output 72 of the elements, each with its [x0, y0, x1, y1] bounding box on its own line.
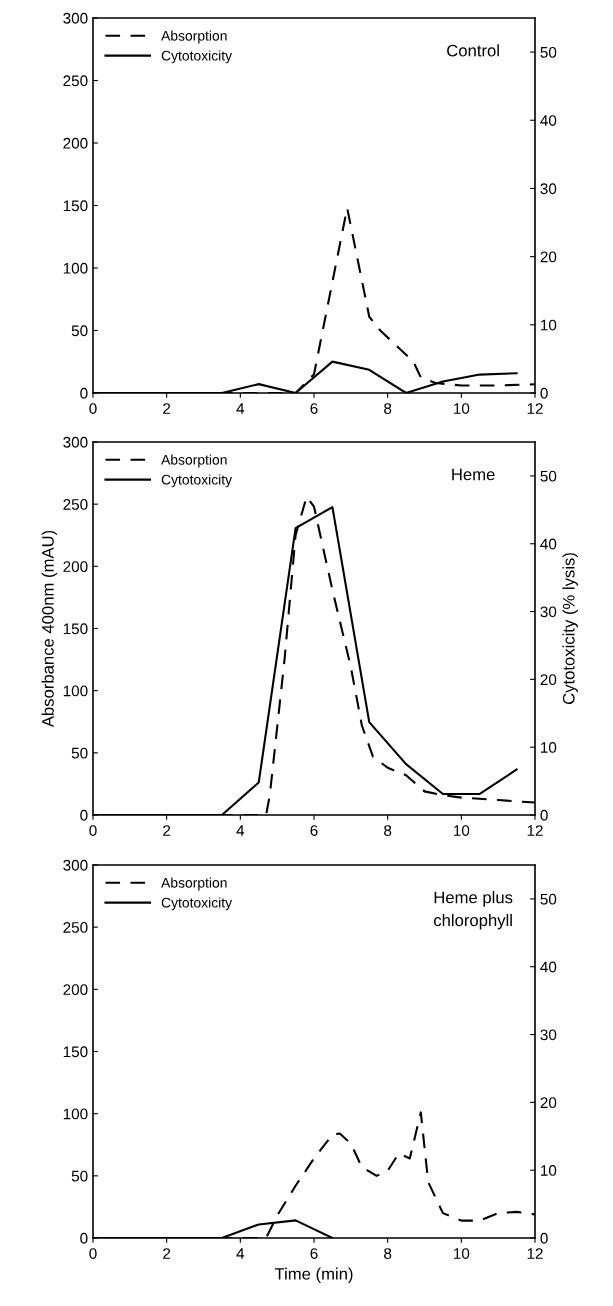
y2-tick-label: 50 [540, 470, 557, 482]
x-tick-label: 6 [310, 1248, 318, 1259]
y2-tick-label: 50 [540, 46, 557, 58]
x-tick-label: 8 [384, 403, 392, 414]
y2-tick-label: 30 [540, 606, 557, 618]
y2-tick-label: 40 [540, 961, 557, 973]
y2-tick-label: 50 [540, 893, 557, 905]
y-tick-label: 250 [63, 922, 88, 933]
x-tick-label: 12 [527, 825, 543, 836]
x-tick-label: 4 [236, 403, 245, 414]
x-tick-label: 2 [163, 1248, 171, 1259]
y-tick-label: 0 [80, 387, 88, 399]
y2-tick-label: 10 [541, 742, 557, 753]
y-tick-label: 100 [63, 262, 88, 274]
y-tick-label: 100 [63, 685, 88, 697]
y2-tick-label: 40 [540, 115, 557, 126]
x-tick-label: 4 [236, 1248, 245, 1259]
legend-label: Cytotoxicity [161, 474, 233, 488]
x-tick-label: 2 [163, 825, 171, 836]
legend-label: Cytotoxicity [161, 897, 233, 911]
y2-tick-label: 10 [541, 1165, 557, 1176]
y2-tick-label: 20 [540, 1097, 557, 1109]
y-tick-label: 150 [63, 200, 88, 212]
y-tick-label: 250 [63, 75, 88, 87]
y-tick-label: 50 [71, 1170, 88, 1182]
x-tick-label: 2 [163, 403, 171, 414]
y-tick-label: 300 [63, 436, 88, 448]
y-tick-label: 150 [63, 1046, 88, 1058]
y2-tick-label: 40 [540, 538, 557, 550]
x-axis-title: Time (min) [274, 1267, 353, 1284]
x-tick-label: 12 [527, 403, 543, 414]
x-tick-label: 8 [384, 1248, 392, 1259]
y2-axis-title: Cytotoxicity (% lysis) [562, 553, 578, 705]
y-tick-label: 200 [63, 984, 88, 996]
annotation: Control [447, 44, 499, 57]
x-tick-label: 6 [310, 403, 318, 414]
y2-tick-label: 30 [540, 183, 557, 195]
y2-tick-label: 0 [540, 387, 548, 399]
y-tick-label: 100 [63, 1108, 88, 1120]
y2-tick-label: 20 [540, 674, 557, 686]
y-tick-label: 300 [63, 12, 88, 24]
annotation: Heme plus chlorophyll [434, 891, 513, 930]
y-tick-label: 50 [71, 325, 88, 337]
x-tick-label: 10 [454, 1248, 470, 1259]
annotation: Heme [452, 468, 495, 481]
y2-tick-label: 0 [540, 1232, 548, 1244]
x-tick-label: 0 [89, 403, 97, 414]
x-tick-label: 0 [89, 825, 97, 836]
y-tick-label: 50 [71, 747, 88, 759]
x-tick-label: 8 [384, 825, 392, 836]
y-tick-label: 150 [63, 623, 88, 635]
x-tick-label: 10 [454, 825, 470, 836]
x-tick-label: 10 [454, 403, 470, 414]
y2-tick-label: 0 [540, 809, 548, 821]
x-tick-label: 12 [527, 1248, 543, 1259]
y-tick-label: 200 [63, 137, 88, 149]
legend-label: Cytotoxicity [161, 50, 233, 64]
x-tick-label: 4 [236, 825, 245, 836]
y-axis-title: Absorbance 400nm (mAU) [41, 530, 58, 728]
legend-label: Absorption [161, 877, 227, 891]
x-tick-label: 0 [89, 1248, 97, 1259]
y-tick-label: 0 [80, 1232, 88, 1244]
x-tick-label: 6 [310, 825, 318, 836]
y-tick-label: 250 [63, 499, 88, 510]
legend-label: Absorption [161, 30, 227, 44]
y-tick-label: 300 [63, 859, 88, 871]
y2-tick-label: 10 [541, 319, 557, 331]
legend-label: Absorption [161, 454, 227, 468]
y2-tick-label: 20 [540, 251, 557, 263]
y-tick-label: 0 [80, 809, 88, 821]
y2-tick-label: 30 [540, 1029, 557, 1041]
y-tick-label: 200 [63, 561, 88, 573]
